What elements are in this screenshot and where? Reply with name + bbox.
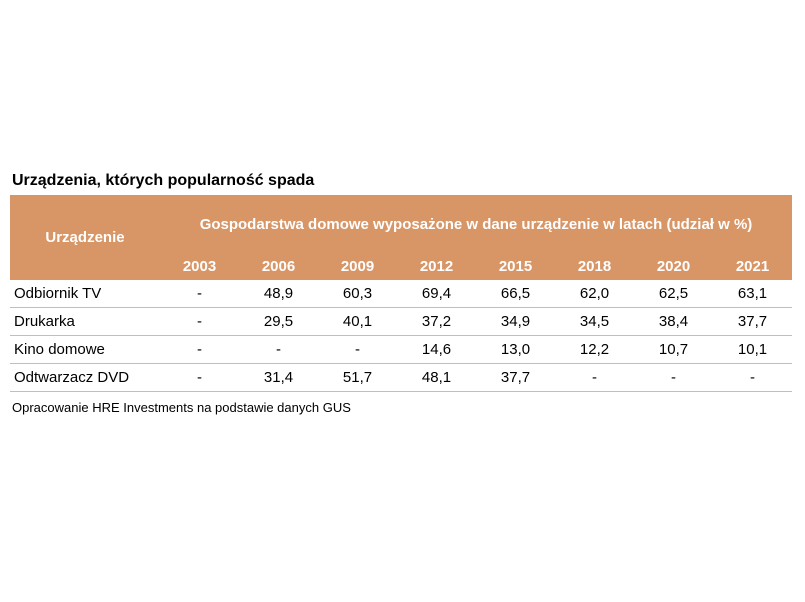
value-cell: - — [634, 363, 713, 392]
value-cell: 69,4 — [397, 280, 476, 308]
year-header: 2009 — [318, 253, 397, 280]
value-cell: 10,7 — [634, 335, 713, 364]
year-header: 2021 — [713, 253, 792, 280]
year-header: 2012 — [397, 253, 476, 280]
value-cell: - — [318, 335, 397, 364]
value-cell: 12,2 — [555, 335, 634, 364]
value-cell: - — [160, 363, 239, 392]
table-body: Odbiornik TV -48,9 60,3 69,4 66,5 62,0 62,5 63,… — [10, 280, 792, 392]
value-cell: 66,5 — [476, 280, 555, 308]
value-cell: 37,7 — [713, 307, 792, 336]
value-cell: 48,9 — [239, 280, 318, 308]
header-row-group: Urządzenie Gospodarstwa domowe wyposażon… — [10, 195, 792, 280]
value-cell: 29,5 — [239, 307, 318, 336]
value-cell: - — [160, 335, 239, 364]
value-cell: 14,6 — [397, 335, 476, 364]
device-name: Odtwarzacz DVD — [10, 363, 160, 392]
value-cell: 10,1 — [713, 335, 792, 364]
value-cell: 34,5 — [555, 307, 634, 336]
device-name: Odbiornik TV — [10, 280, 160, 308]
value-cell: 51,7 — [318, 363, 397, 392]
table-row: Odtwarzacz DVD -31,4 51,7 48,1 37,7- - - — [10, 363, 792, 392]
device-column-header: Urządzenie — [10, 195, 160, 280]
value-cell: 38,4 — [634, 307, 713, 336]
value-cell: - — [160, 307, 239, 336]
table-header: Urządzenie Gospodarstwa domowe wyposażon… — [10, 195, 792, 280]
value-cell: 31,4 — [239, 363, 318, 392]
column-group-header: Gospodarstwa domowe wyposażone w dane ur… — [160, 195, 792, 253]
value-cell: 37,7 — [476, 363, 555, 392]
table-row: Odbiornik TV -48,9 60,3 69,4 66,5 62,0 62,5 63,… — [10, 280, 792, 308]
value-cell: 60,3 — [318, 280, 397, 308]
data-table: Urządzenie Gospodarstwa domowe wyposażon… — [10, 195, 792, 392]
table-title: Urządzenia, których popularność spada — [12, 172, 315, 189]
value-cell: - — [555, 363, 634, 392]
value-cell: 48,1 — [397, 363, 476, 392]
value-cell: - — [239, 335, 318, 364]
value-cell: 13,0 — [476, 335, 555, 364]
table-row: Drukarka -29,5 40,1 37,2 34,9 34,5 38,4 37,7 — [10, 307, 792, 336]
table-row: Kino domowe - - -14,6 13,0 12,2 10,7 10,1 — [10, 335, 792, 364]
header-row-years: 2003 2006 2009 2012 2015 2018 2020 2021 — [10, 253, 792, 280]
device-name: Kino domowe — [10, 335, 160, 364]
year-header: 2020 — [634, 253, 713, 280]
value-cell: - — [713, 363, 792, 392]
value-cell: 34,9 — [476, 307, 555, 336]
year-header: 2003 — [160, 253, 239, 280]
value-cell: 40,1 — [318, 307, 397, 336]
device-name: Drukarka — [10, 307, 160, 336]
year-header: 2006 — [239, 253, 318, 280]
value-cell: 62,5 — [634, 280, 713, 308]
value-cell: 62,0 — [555, 280, 634, 308]
value-cell: 37,2 — [397, 307, 476, 336]
year-header: 2018 — [555, 253, 634, 280]
year-header: 2015 — [476, 253, 555, 280]
value-cell: - — [160, 280, 239, 308]
value-cell: 63,1 — [713, 280, 792, 308]
source-note: Opracowanie HRE Investments na podstawie… — [12, 400, 351, 415]
